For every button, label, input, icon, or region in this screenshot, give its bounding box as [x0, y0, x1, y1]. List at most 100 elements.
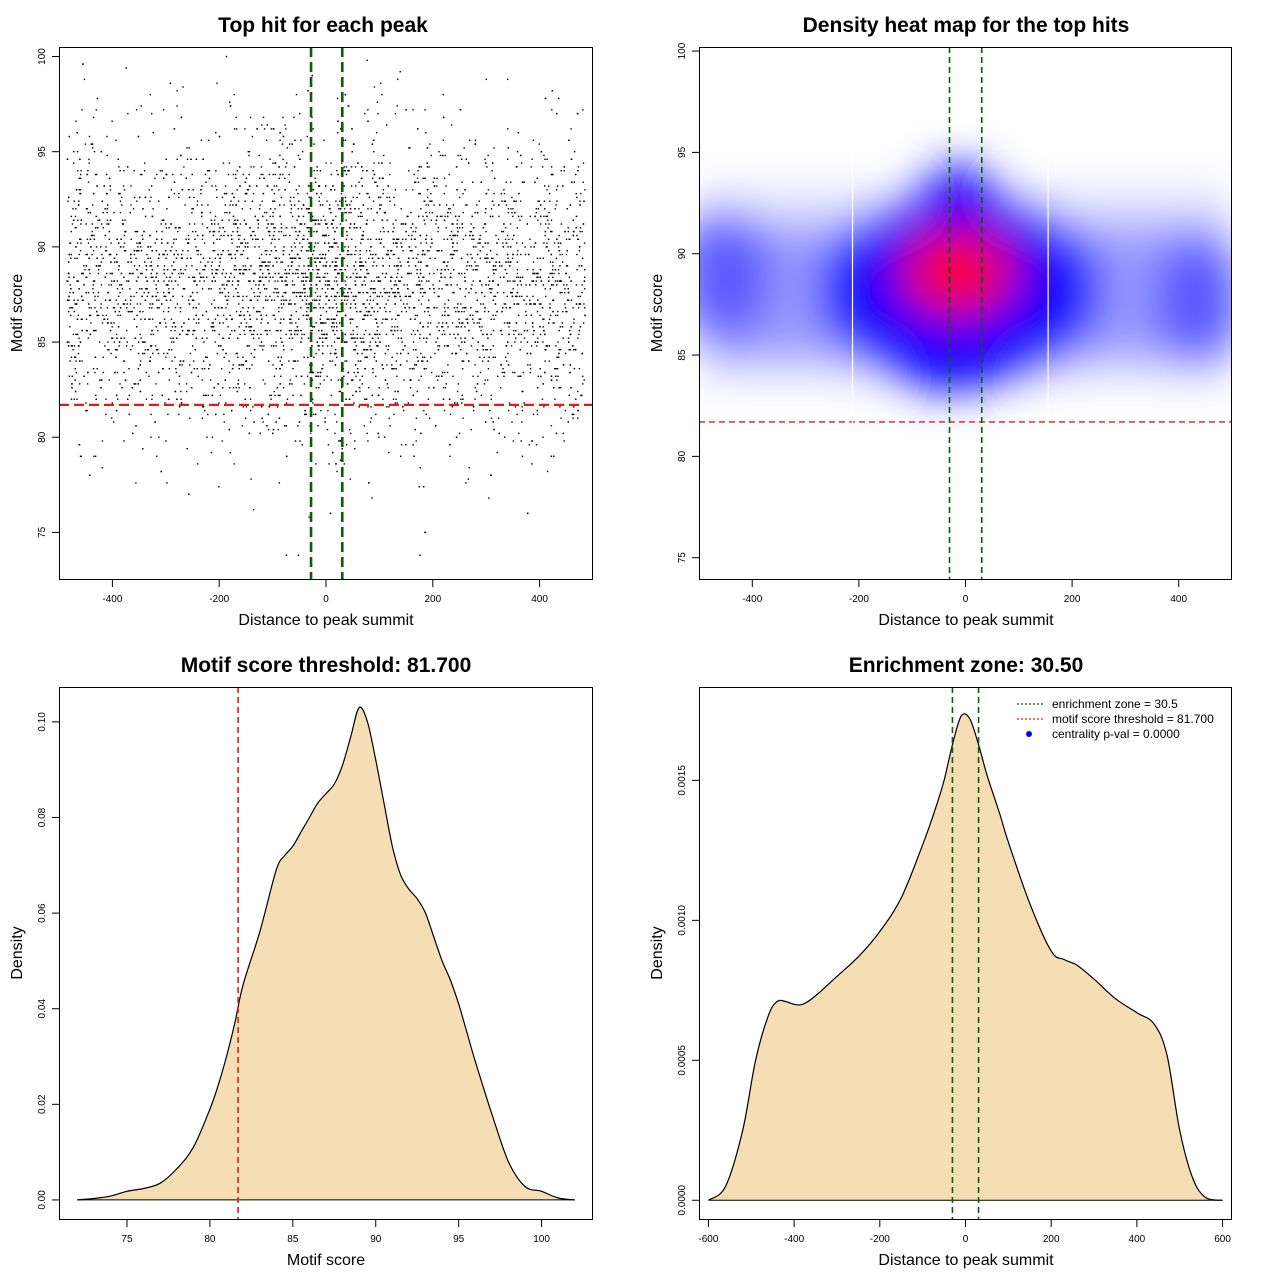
data-point — [417, 261, 420, 263]
data-point — [464, 189, 466, 191]
data-point — [294, 333, 296, 336]
data-point — [244, 265, 247, 267]
data-point — [73, 276, 75, 278]
data-point — [282, 158, 284, 160]
data-point — [438, 250, 440, 252]
data-point — [379, 208, 381, 210]
data-point — [248, 185, 251, 187]
data-point — [119, 284, 121, 286]
data-point — [342, 227, 345, 229]
data-point — [376, 322, 378, 324]
data-point — [142, 310, 144, 313]
data-point — [548, 276, 550, 278]
data-point — [235, 310, 238, 313]
data-point — [508, 238, 510, 240]
data-point — [551, 269, 554, 271]
data-point — [193, 368, 196, 370]
data-point — [206, 337, 208, 339]
data-point — [262, 215, 264, 218]
data-point — [469, 139, 471, 141]
data-point — [343, 291, 345, 294]
data-point — [361, 383, 363, 385]
data-point — [453, 291, 455, 294]
data-point — [168, 291, 170, 294]
data-point — [518, 192, 520, 195]
data-point — [165, 326, 167, 328]
data-point — [329, 307, 331, 309]
data-point — [466, 322, 469, 324]
data-point — [130, 261, 132, 263]
data-point — [389, 257, 391, 259]
data-point — [192, 329, 194, 332]
data-point — [220, 307, 223, 309]
data-point — [404, 223, 406, 225]
data-point — [246, 257, 249, 259]
data-point — [507, 352, 509, 355]
data-point — [397, 269, 399, 271]
data-point — [230, 200, 232, 202]
data-point — [260, 333, 262, 336]
data-point — [272, 234, 275, 237]
data-point — [415, 227, 417, 229]
data-point — [110, 280, 113, 282]
data-point — [274, 173, 276, 176]
data-point — [336, 97, 339, 100]
data-point — [536, 341, 539, 343]
data-point — [470, 428, 472, 431]
data-point — [378, 196, 380, 199]
data-point — [443, 192, 446, 195]
data-point — [77, 280, 80, 282]
data-point — [280, 223, 283, 225]
data-point — [146, 295, 148, 298]
data-point — [490, 417, 493, 419]
data-point — [195, 246, 197, 248]
data-point — [233, 196, 235, 199]
data-point — [365, 223, 368, 225]
data-point — [297, 554, 299, 556]
data-point — [484, 158, 486, 160]
data-point — [281, 143, 284, 145]
data-point — [77, 352, 80, 355]
data-point — [134, 383, 137, 385]
data-point — [196, 368, 198, 370]
data-point — [145, 288, 147, 290]
data-point — [112, 421, 115, 423]
data-point — [572, 413, 575, 416]
data-point — [111, 272, 113, 275]
data-point — [121, 219, 124, 221]
data-point — [112, 337, 114, 339]
data-point — [343, 208, 346, 210]
data-point — [241, 364, 243, 366]
data-point — [569, 371, 571, 374]
data-point — [543, 406, 545, 408]
data-point — [294, 329, 296, 332]
data-point — [442, 139, 445, 141]
data-point — [473, 238, 475, 240]
data-point — [133, 265, 136, 267]
data-point — [532, 333, 534, 336]
data-point — [196, 284, 198, 286]
data-point — [335, 265, 337, 267]
data-point — [202, 406, 205, 408]
data-point — [328, 318, 330, 320]
data-point — [414, 318, 416, 320]
data-point — [266, 333, 268, 336]
data-point — [257, 223, 260, 225]
data-point — [121, 196, 123, 199]
data-point — [559, 291, 561, 294]
data-point — [335, 257, 337, 259]
data-point — [494, 303, 497, 305]
data-point — [302, 215, 305, 218]
data-point — [130, 257, 132, 259]
data-point — [204, 173, 207, 176]
data-point — [524, 246, 526, 248]
data-point — [289, 322, 291, 324]
data-point — [533, 329, 535, 332]
data-point — [107, 204, 109, 206]
data-point — [555, 257, 557, 259]
data-point — [237, 379, 240, 381]
data-point — [400, 208, 402, 210]
data-point — [339, 288, 342, 290]
data-point — [150, 413, 152, 416]
